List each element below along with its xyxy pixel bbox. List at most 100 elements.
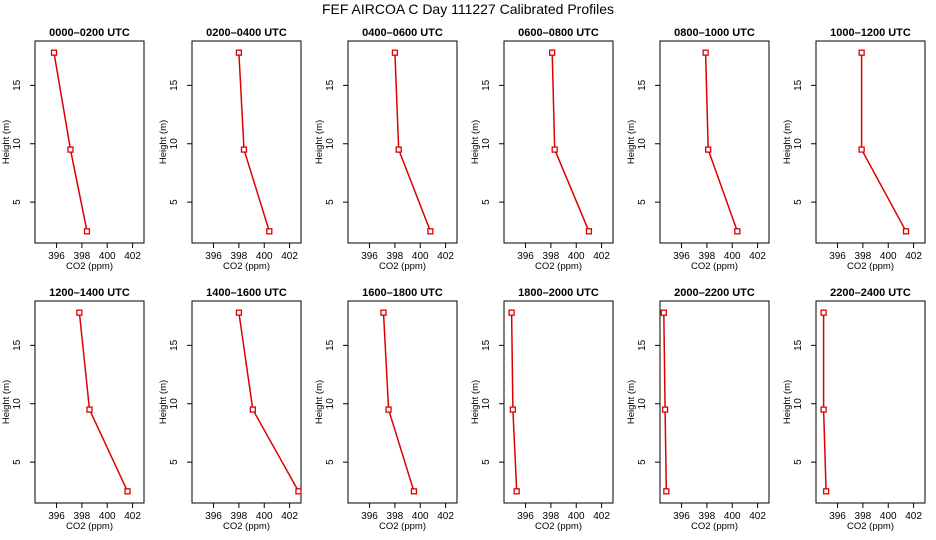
x-axis-label: CO2 (ppm) (691, 521, 738, 532)
y-axis-label: Height (m) (158, 120, 169, 164)
data-point (86, 406, 93, 413)
x-tick-label: 400 (99, 251, 116, 262)
panel-1: 0000–0200 UTC 396 398 400 402 5 10 15 CO2 (ppm) H… (1, 27, 145, 272)
y-tick-label: 15 (793, 339, 804, 351)
y-axis-label: Height (m) (314, 120, 325, 164)
y-tick-label: 10 (169, 138, 180, 150)
y-tick-label: 10 (169, 398, 180, 410)
data-point (702, 49, 709, 56)
x-tick-label: 400 (724, 251, 741, 262)
panel-12: 2200–2400 UTC 396 398 400 402 5 10 15 CO2 (ppm) H… (782, 287, 926, 532)
profile-line (238, 312, 300, 492)
x-tick-label: 396 (361, 251, 378, 262)
x-tick-label: 398 (855, 511, 872, 522)
plot-frame (659, 40, 770, 244)
x-tick-label: 402 (437, 251, 454, 262)
x-tick-label: 396 (517, 511, 534, 522)
panel-title: 0000–0200 UTC (49, 27, 130, 39)
plot-frame (191, 300, 302, 504)
x-axis-label: CO2 (ppm) (535, 261, 582, 272)
y-tick-label: 10 (325, 398, 336, 410)
profile-line (238, 52, 271, 232)
y-tick-label: 10 (793, 398, 804, 410)
data-point (235, 309, 243, 316)
x-tick-label: 402 (437, 511, 454, 522)
x-tick-label: 398 (855, 251, 872, 262)
x-axis-label: CO2 (ppm) (66, 521, 113, 532)
x-tick-label: 398 (74, 511, 91, 522)
x-tick-label: 402 (124, 511, 141, 522)
y-tick-label: 5 (637, 199, 648, 205)
x-tick-label: 398 (387, 511, 404, 522)
data-point (858, 49, 865, 56)
y-tick-label: 15 (325, 79, 336, 91)
x-tick-label: 400 (412, 511, 429, 522)
data-point (585, 228, 593, 235)
data-point (410, 488, 418, 495)
x-tick-label: 398 (74, 251, 91, 262)
panel-title: 0400–0600 UTC (362, 27, 443, 39)
data-point (124, 488, 131, 495)
plot-frame (34, 40, 145, 244)
y-tick-label: 5 (793, 459, 804, 465)
y-tick-label: 15 (481, 339, 492, 351)
data-point (660, 309, 667, 316)
x-axis-label: CO2 (ppm) (535, 521, 582, 532)
x-tick-label: 398 (699, 251, 716, 262)
plot-frame (347, 40, 458, 244)
plot-frame (659, 300, 770, 504)
x-axis-label: CO2 (ppm) (847, 521, 894, 532)
profile-line (860, 52, 907, 232)
panel-9: 1600–1800 UTC 396 398 400 402 5 10 15 CO2 (ppm) H… (314, 287, 458, 532)
x-tick-label: 396 (205, 511, 222, 522)
profile-line (78, 312, 129, 492)
x-tick-label: 400 (724, 511, 741, 522)
data-point (661, 406, 669, 413)
data-point (551, 146, 558, 153)
profile-line (704, 52, 739, 232)
profile-line (382, 312, 415, 492)
data-point (822, 488, 830, 495)
data-point (50, 49, 58, 56)
x-tick-label: 400 (880, 251, 897, 262)
panel-title: 1000–1200 UTC (830, 27, 911, 39)
y-tick-label: 15 (325, 339, 336, 351)
y-axis-label: Height (m) (1, 120, 12, 164)
panel-7: 1200–1400 UTC 396 398 400 402 5 10 15 CO2 (ppm) H… (1, 287, 145, 532)
x-tick-label: 396 (829, 251, 846, 262)
y-axis-label: Height (m) (314, 380, 325, 424)
y-tick-label: 15 (637, 339, 648, 351)
x-tick-label: 400 (880, 511, 897, 522)
y-axis-label: Height (m) (782, 380, 793, 424)
data-point (820, 406, 827, 413)
y-axis-label: Height (m) (626, 120, 637, 164)
data-point (820, 309, 827, 316)
panel-8: 1400–1600 UTC 396 398 400 402 5 10 15 CO2 (ppm) H… (158, 287, 302, 532)
x-tick-label: 400 (568, 251, 585, 262)
y-tick-label: 10 (637, 398, 648, 410)
y-tick-label: 5 (12, 199, 23, 205)
x-tick-label: 398 (231, 251, 248, 262)
x-tick-label: 402 (593, 511, 610, 522)
y-axis-label: Height (m) (782, 120, 793, 164)
x-tick-label: 402 (749, 251, 766, 262)
x-axis-label: CO2 (ppm) (847, 261, 894, 272)
x-tick-label: 396 (829, 511, 846, 522)
y-tick-label: 15 (12, 339, 23, 351)
x-tick-label: 398 (699, 511, 716, 522)
y-tick-label: 15 (12, 79, 23, 91)
panel-title: 0800–1000 UTC (674, 27, 755, 39)
data-point (249, 406, 256, 413)
x-axis-label: CO2 (ppm) (379, 521, 426, 532)
x-tick-label: 402 (905, 511, 922, 522)
data-point (734, 228, 741, 235)
y-tick-label: 10 (325, 138, 336, 150)
x-tick-label: 396 (361, 511, 378, 522)
x-tick-label: 402 (124, 251, 141, 262)
y-tick-label: 10 (12, 138, 23, 150)
data-point (513, 488, 520, 495)
x-tick-label: 400 (256, 511, 273, 522)
data-point (509, 406, 517, 413)
chart-title: FEF AIRCOA C Day 111227 Calibrated Profi… (322, 1, 614, 17)
